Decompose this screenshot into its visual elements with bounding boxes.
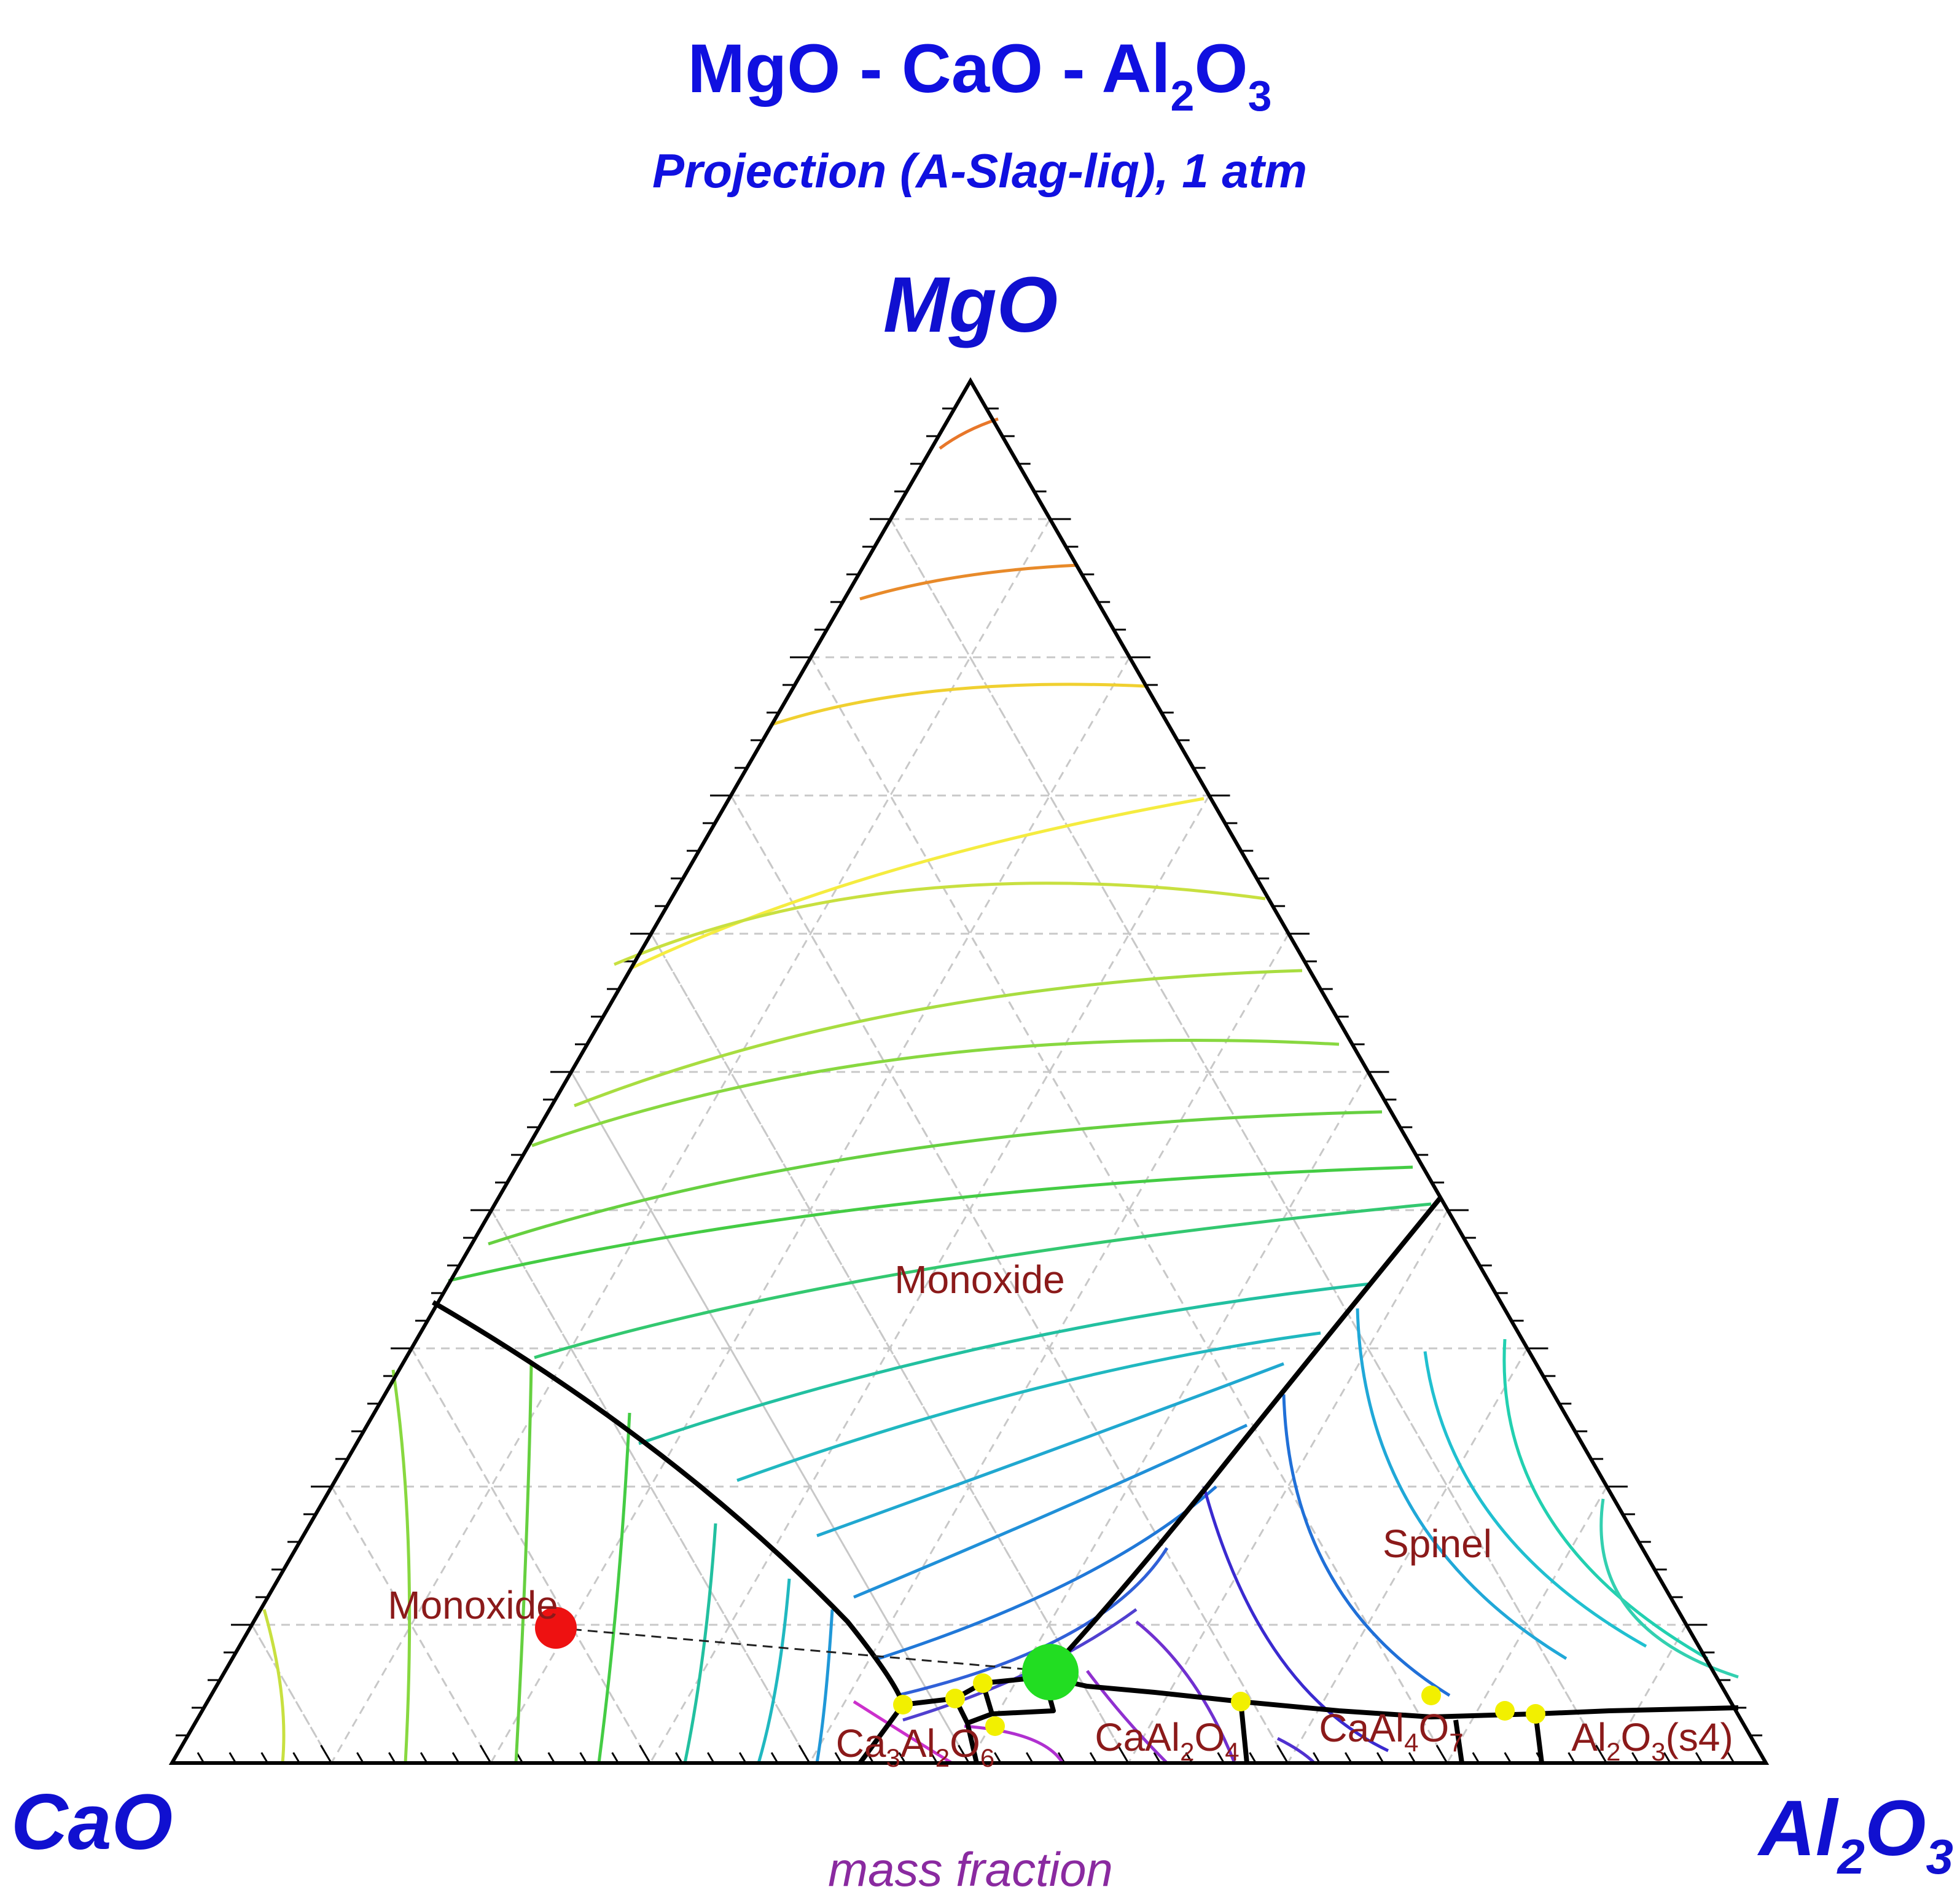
isotherm-line (514, 1363, 533, 1764)
isotherm-line (815, 1609, 834, 1764)
phase-label-spinel: Spinel (1383, 1522, 1492, 1566)
grid-line (889, 518, 1607, 1764)
isotherm-line (574, 969, 1303, 1108)
red-composition-point (535, 1607, 577, 1649)
phase-boundary (1453, 1719, 1464, 1764)
invariant-point (1231, 1692, 1251, 1711)
diagram-title: MgO - CaO - Al2O3 (687, 30, 1271, 120)
isotherm-line (683, 1523, 717, 1764)
phase-label-ca2: CaAl4O7 (1319, 1706, 1463, 1757)
axis-note-mass-fraction: mass fraction (828, 1842, 1113, 1896)
isotherm-line (638, 1282, 1370, 1445)
grid-line (1127, 1210, 1449, 1764)
triangle-frame (168, 377, 1770, 1765)
grid-line (649, 795, 1210, 1764)
isotherm-line (859, 563, 1079, 601)
isotherm-line (853, 1700, 953, 1765)
phase-boundaries (431, 1196, 1739, 1765)
isotherm-line (757, 1578, 791, 1764)
grid-line (968, 1071, 1369, 1764)
invariant-point (945, 1689, 965, 1708)
isotherm-line (631, 797, 1205, 969)
phase-label-c3a: Ca3Al2O6 (836, 1721, 995, 1772)
isotherm-line (770, 682, 1146, 727)
tick-mark (320, 1745, 332, 1764)
isotherm-line (488, 1110, 1383, 1246)
phase-labels: Monoxide Monoxide Spinel Ca3Al2O6 CaAl2O… (388, 1257, 1733, 1772)
isotherm-line (262, 1609, 286, 1764)
grid-line (1606, 1624, 1687, 1764)
grid-line (330, 518, 1051, 1764)
grid-line (410, 1348, 651, 1764)
tick-mark (1435, 1745, 1448, 1764)
isotherm-line (736, 1331, 1321, 1482)
isotherm-line (1276, 1737, 1316, 1764)
phase-label-monoxide-lower: Monoxide (388, 1583, 558, 1627)
isotherm-line (878, 1485, 1217, 1660)
tick-mark (1595, 1745, 1607, 1764)
special-points (535, 1607, 1545, 1736)
grid-line (889, 518, 1607, 1764)
composition-grid (251, 518, 1687, 1764)
grid-line (570, 1071, 970, 1764)
isotherm-line (1356, 1308, 1568, 1660)
grid-line (490, 1210, 811, 1764)
green-eutectic-point (1022, 1644, 1079, 1700)
isotherm-line (939, 417, 999, 450)
corner-label-mgo: MgO (883, 261, 1058, 349)
tick-mark (1276, 1745, 1289, 1764)
tick-mark (798, 1745, 811, 1764)
grid-line (730, 795, 1289, 1764)
phase-boundary (1238, 1701, 1249, 1764)
isotherm-line (614, 882, 1266, 966)
grid-line (330, 1486, 492, 1764)
isotherm-line (1599, 1498, 1739, 1679)
tick-mark (639, 1745, 651, 1764)
grid-line (1287, 1348, 1528, 1764)
invariant-point (1421, 1686, 1441, 1705)
tick-mark (958, 1745, 970, 1764)
grid-line (330, 1486, 492, 1764)
isotherm-line (1135, 1620, 1236, 1764)
tick-mark (479, 1745, 492, 1764)
phase-boundary (1042, 1196, 1443, 1679)
corner-label-al2o3: Al2O3 (1757, 1785, 1953, 1884)
grid-line (730, 795, 1289, 1764)
phase-boundary (431, 1300, 905, 1706)
invariant-point (973, 1673, 993, 1693)
isotherm-line (1282, 1394, 1451, 1697)
isotherm-line (964, 1724, 1064, 1764)
liquidus-isotherms (262, 417, 1739, 1765)
invariant-point (1495, 1701, 1515, 1721)
isotherm-line (1086, 1670, 1168, 1764)
phase-label-alumina: Al2O3(s4) (1571, 1715, 1733, 1766)
phase-label-ca: CaAl2O4 (1095, 1715, 1239, 1766)
isotherm-line (391, 1369, 412, 1764)
diagram-subtitle: Projection (A-Slag-liq), 1 atm (652, 144, 1307, 198)
isotherm-line (896, 1547, 1169, 1697)
isotherm-line (853, 1423, 1248, 1599)
invariant-point (1526, 1704, 1545, 1724)
tick-mark (1117, 1745, 1130, 1764)
triangle-outline (168, 377, 1770, 1765)
isotherm-line (1502, 1339, 1709, 1660)
isotherm-line (1202, 1486, 1389, 1753)
phase-label-monoxide-upper: Monoxide (894, 1257, 1065, 1302)
invariant-point (985, 1716, 1005, 1736)
isotherm-line (816, 1362, 1284, 1538)
corner-label-cao: CaO (11, 1778, 173, 1866)
isotherm-line (902, 1608, 1138, 1722)
isotherm-line (531, 1038, 1340, 1147)
isotherm-line (534, 1202, 1432, 1359)
isotherm-line (597, 1412, 631, 1764)
isotherm-line (1423, 1351, 1647, 1648)
axis-ticks (176, 407, 1763, 1764)
tie-line (555, 1627, 1045, 1672)
grid-line (251, 1624, 332, 1764)
isotherm-line (448, 1165, 1413, 1283)
invariant-point (893, 1695, 913, 1714)
phase-boundary (857, 1703, 905, 1765)
